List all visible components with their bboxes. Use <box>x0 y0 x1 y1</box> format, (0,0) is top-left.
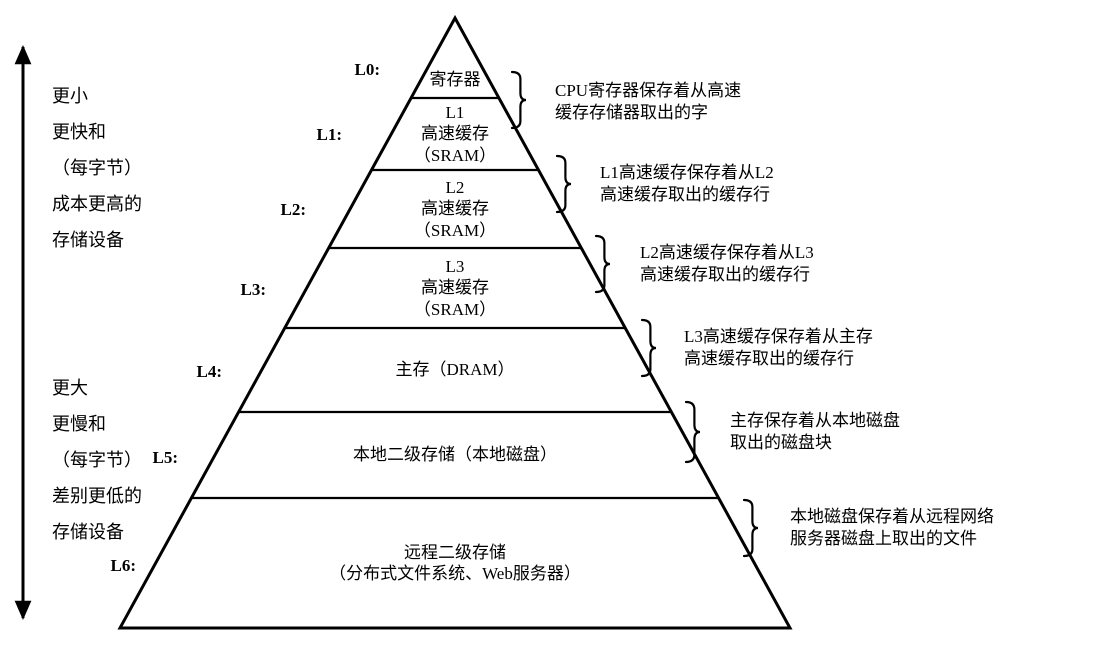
level-label-l6: L6: <box>86 556 136 576</box>
tier-l5-local-disk: 本地二级存储（本地磁盘） <box>275 444 635 465</box>
desc-l5: 本地磁盘保存着从远程网络 服务器磁盘上取出的文件 <box>790 506 994 550</box>
desc-l3: L3高速缓存保存着从主存 高速缓存取出的缓存行 <box>684 326 873 370</box>
tier-l2-cache: L2 高速缓存 （SRAM） <box>275 177 635 241</box>
memory-hierarchy-diagram: L0: L1: L2: L3: L4: L5: L6: 寄存器 L1 高速缓存 … <box>0 0 1111 660</box>
left-annotation-top: 更小 更快和 （每字节） 成本更高的 存储设备 <box>52 78 142 258</box>
tier-l4-main-memory: 主存（DRAM） <box>275 359 635 380</box>
desc-l0: CPU寄存器保存着从高速 缓存存储器取出的字 <box>555 80 741 124</box>
level-label-l4: L4: <box>172 362 222 382</box>
desc-l4: 主存保存着从本地磁盘 取出的磁盘块 <box>730 410 900 454</box>
desc-l1: L1高速缓存保存着从L2 高速缓存取出的缓存行 <box>600 162 774 206</box>
tier-l6-remote: 远程二级存储 （分布式文件系统、Web服务器） <box>275 542 635 585</box>
left-annotation-bottom: 更大 更慢和 （每字节） 差别更低的 存储设备 <box>52 370 142 550</box>
level-label-l3: L3: <box>216 280 266 300</box>
desc-l2: L2高速缓存保存着从L3 高速缓存取出的缓存行 <box>640 242 814 286</box>
tier-l3-cache: L3 高速缓存 （SRAM） <box>275 256 635 320</box>
